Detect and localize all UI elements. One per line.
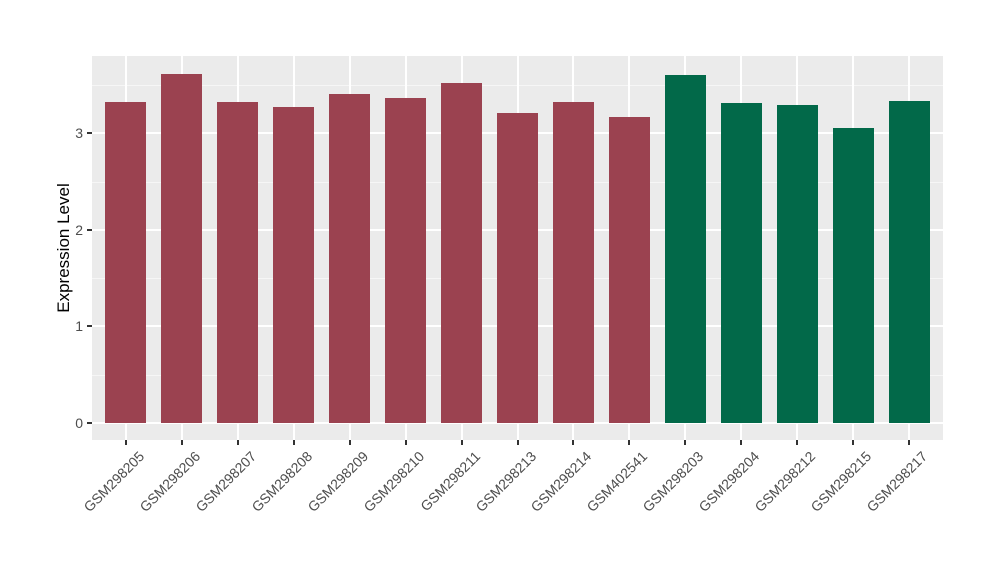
y-tick-label: 2 [75,221,83,238]
x-tick-mark [796,440,799,445]
bar-GSM298213 [497,112,538,423]
x-tick-mark [292,440,295,445]
bar-GSM298207 [217,102,259,423]
y-tick-label: 1 [75,318,83,335]
x-tick-mark [236,440,239,445]
y-tick-mark [87,325,92,328]
bar-GSM298212 [776,105,818,423]
x-tick-mark [908,440,911,445]
x-tick-mark [348,440,351,445]
bar-GSM298215 [832,128,874,423]
x-tick-mark [684,440,687,445]
bar-GSM298203 [664,75,706,423]
y-tick-label: 3 [75,125,83,142]
bar-GSM298208 [273,107,315,423]
bar-GSM402541 [608,116,650,423]
x-tick-mark [460,440,463,445]
x-tick-mark [516,440,519,445]
bar-GSM298211 [441,83,482,423]
x-tick-mark [740,440,743,445]
x-tick-mark [628,440,631,445]
bar-GSM298206 [161,74,203,423]
y-tick-mark [87,228,92,231]
plot-panel [92,56,943,440]
y-tick-label: 0 [75,415,83,431]
bar-GSM298210 [385,98,427,423]
x-tick-mark [404,440,407,445]
bar-GSM298217 [888,101,930,423]
bar-GSM298204 [720,103,762,423]
x-tick-mark [124,440,127,445]
y-tick-mark [87,422,92,424]
x-tick-mark [572,440,575,445]
y-tick-mark [87,132,92,135]
bar-GSM298205 [105,102,147,423]
x-tick-mark [852,440,855,445]
x-tick-mark [180,440,183,445]
bar-GSM298209 [329,93,371,423]
y-axis-title: Expression Level [54,183,73,313]
bar-GSM298214 [552,102,594,423]
x-tick-label: GSM298217 [863,448,931,515]
